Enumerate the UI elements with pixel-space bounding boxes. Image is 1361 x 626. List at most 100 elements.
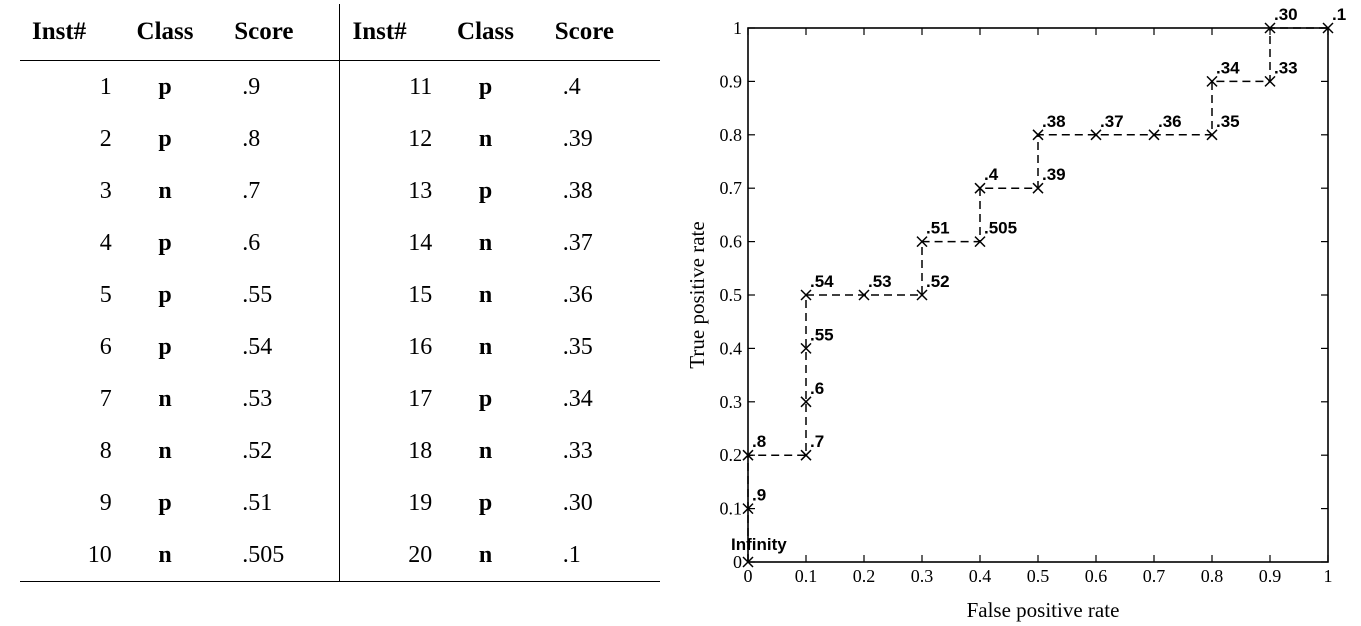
table-row: 5 p .55 15 n .36 — [20, 269, 660, 321]
cell-class: p — [478, 489, 493, 516]
roc-point-label: .8 — [752, 432, 766, 451]
chart-axes: 0 0.1 0.2 0.3 0.4 0.5 0.6 0.7 0.8 0.9 1 0 0.1 0.2 0.3 0… — [720, 18, 1333, 586]
cell-class: p — [158, 489, 172, 516]
score-table-panel: Inst# Class Score Inst# Class Score 1 p .9… — [20, 4, 660, 587]
cell-score: .52 — [214, 425, 341, 477]
roc-point-label: .52 — [926, 272, 950, 291]
roc-point-label: .4 — [984, 165, 999, 184]
table-row: 10 n .505 20 n .1 — [20, 529, 660, 582]
col-header-class-2: Class — [436, 4, 535, 61]
cell-inst: 3 — [99, 177, 112, 204]
cell-score: .7 — [214, 165, 341, 217]
cell-score: .38 — [562, 177, 593, 204]
table-row: 6 p .54 16 n .35 — [20, 321, 660, 373]
y-tick-label: 0.4 — [720, 338, 743, 358]
roc-point-marker — [1322, 22, 1334, 34]
cell-class: p — [158, 125, 172, 152]
cell-class: n — [158, 437, 172, 464]
roc-point-label: .6 — [810, 379, 824, 398]
roc-point-label: .51 — [926, 219, 950, 238]
x-tick-label: 0.4 — [969, 566, 992, 586]
cell-inst: 4 — [99, 229, 112, 256]
roc-point-marker — [1264, 22, 1276, 34]
roc-point-label: .55 — [810, 325, 834, 344]
roc-point-marker — [916, 236, 928, 248]
roc-point-label: .39 — [1042, 165, 1066, 184]
cell-score: .30 — [562, 489, 593, 516]
roc-point-marker — [742, 449, 754, 461]
roc-point-marker — [858, 289, 870, 301]
table-row: 7 n .53 17 p .34 — [20, 373, 660, 425]
cell-class: n — [478, 333, 493, 360]
cell-class: p — [158, 229, 172, 256]
roc-point-marker — [800, 289, 812, 301]
cell-score: .34 — [562, 385, 593, 412]
cell-class: n — [115, 529, 215, 582]
roc-point-label: .9 — [752, 486, 766, 505]
cell-score: .8 — [214, 113, 341, 165]
cell-score: .54 — [214, 321, 341, 373]
cell-class: n — [478, 229, 493, 256]
roc-point-marker — [974, 182, 986, 194]
roc-curve — [747, 27, 1328, 562]
roc-point-marker — [742, 556, 754, 568]
cell-class: n — [478, 281, 493, 308]
cell-score: .39 — [562, 125, 593, 152]
roc-point-label: .54 — [810, 272, 834, 291]
cell-score: .4 — [562, 73, 581, 100]
cell-inst: 20 — [339, 529, 437, 582]
table-row: 2 p .8 12 n .39 — [20, 113, 660, 165]
cell-class: p — [478, 73, 493, 100]
cell-inst: 15 — [408, 281, 433, 308]
cell-inst: 19 — [408, 489, 433, 516]
cell-class: n — [478, 437, 493, 464]
roc-chart: 0 0.1 0.2 0.3 0.4 0.5 0.6 0.7 0.8 0.9 1 0 0.1 0.2 0.3 0… — [685, 5, 1346, 622]
cell-inst: 2 — [99, 125, 112, 152]
cell-score: .505 — [214, 529, 341, 582]
roc-point-label: .33 — [1274, 58, 1298, 77]
table-row: 1 p .9 11 p .4 — [20, 60, 660, 113]
cell-inst: 5 — [99, 281, 112, 308]
y-axis-label: True positive rate — [685, 221, 709, 368]
x-tick-label: 0.7 — [1143, 566, 1166, 586]
cell-score: .33 — [562, 437, 593, 464]
cell-score: .6 — [214, 217, 341, 269]
x-tick-label: 0.8 — [1201, 566, 1224, 586]
roc-series-line — [747, 27, 1328, 562]
y-tick-label: 0.8 — [720, 125, 743, 145]
cell-inst: 10 — [20, 529, 116, 582]
x-tick-label: 1 — [1324, 566, 1333, 586]
cell-score: .35 — [562, 333, 593, 360]
y-tick-label: 0.2 — [720, 445, 743, 465]
cell-score: .55 — [214, 269, 341, 321]
cell-inst: 13 — [408, 177, 433, 204]
roc-point-marker — [800, 449, 812, 461]
roc-point-label: .36 — [1158, 112, 1182, 131]
roc-point-marker — [1032, 129, 1044, 141]
roc-point-label: .505 — [984, 219, 1017, 238]
roc-point-marker — [1148, 129, 1160, 141]
col-header-inst: Inst# — [20, 4, 116, 61]
cell-class: n — [478, 125, 493, 152]
cell-inst: 12 — [408, 125, 433, 152]
y-tick-label: 0.3 — [720, 392, 743, 412]
cell-inst: 1 — [99, 73, 112, 100]
cell-inst: 17 — [408, 385, 433, 412]
roc-markers — [742, 22, 1334, 568]
y-tick-label: 0.6 — [720, 232, 743, 252]
roc-point-marker — [1090, 129, 1102, 141]
roc-point-label: .34 — [1216, 58, 1240, 77]
roc-point-marker — [1206, 75, 1218, 87]
roc-point-marker — [800, 342, 812, 354]
cell-score: .51 — [214, 477, 341, 529]
roc-point-label: .7 — [810, 432, 824, 451]
x-tick-label: 0.5 — [1027, 566, 1050, 586]
point-labels: Infinity .9 .8 .7 .6 .55 .54 .53 .52 .51 .505 .4 .39… — [731, 5, 1346, 554]
table-header-row: Inst# Class Score Inst# Class Score — [20, 4, 660, 61]
table-row: 9 p .51 19 p .30 — [20, 477, 660, 529]
cell-inst: 8 — [99, 437, 112, 464]
roc-point-marker — [1032, 182, 1044, 194]
cell-score: .37 — [562, 229, 593, 256]
y-tick-label: 0.5 — [720, 285, 743, 305]
cell-score: .1 — [534, 529, 660, 582]
